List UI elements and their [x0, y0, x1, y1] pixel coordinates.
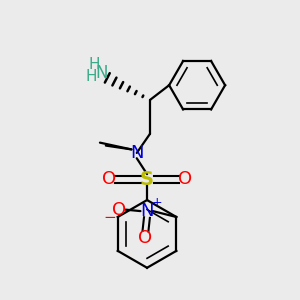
- Text: O: O: [112, 201, 126, 219]
- Text: +: +: [152, 196, 163, 209]
- Text: −: −: [104, 210, 116, 225]
- Text: O: O: [102, 170, 116, 188]
- Text: N: N: [130, 144, 143, 162]
- Text: H: H: [85, 70, 97, 85]
- Text: N: N: [95, 64, 108, 82]
- Text: O: O: [178, 170, 192, 188]
- Text: N: N: [140, 202, 154, 220]
- Text: S: S: [140, 170, 154, 189]
- Text: O: O: [138, 229, 152, 247]
- Text: H: H: [88, 57, 100, 72]
